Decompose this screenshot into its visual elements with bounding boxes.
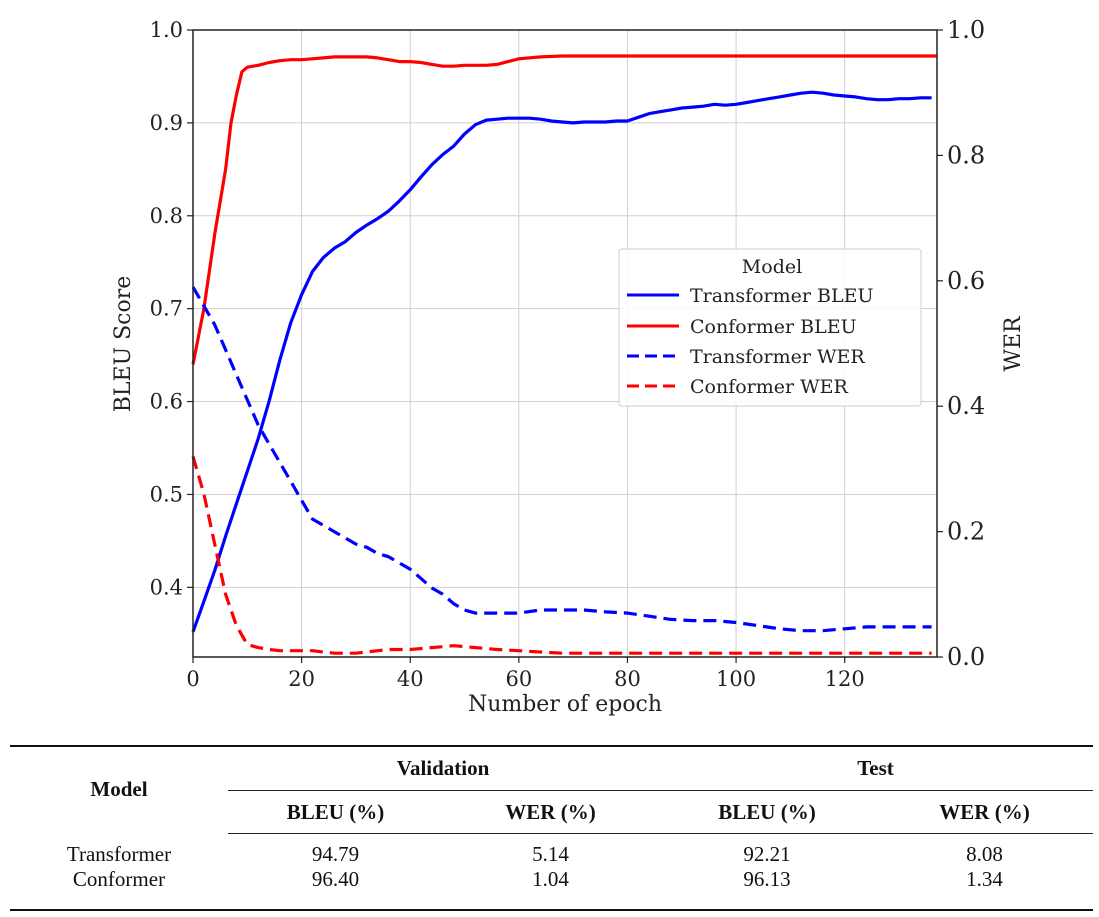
y-tick-label: 1.0 (150, 18, 183, 42)
y2-tick-label: 0.6 (947, 267, 985, 295)
table-subheader-row: BLEU (%) WER (%) BLEU (%) WER (%) (10, 790, 1093, 834)
legend-label-conformer-wer: Conformer WER (690, 376, 849, 398)
y-tick-label: 0.5 (150, 482, 183, 506)
series-conformer-wer (191, 455, 932, 655)
val-wer-header: WER (%) (443, 790, 658, 834)
legend-title: Model (742, 256, 802, 278)
x-axis-title: Number of epoch (468, 692, 662, 717)
row-test-wer: 1.34 (966, 867, 1003, 891)
series-transformer-wer (191, 286, 932, 633)
y-tick-label: 0.6 (150, 390, 183, 414)
table-row: Conformer 96.40 1.04 96.13 1.34 (10, 867, 1093, 898)
series-transformer-bleu (191, 90, 932, 633)
y2-tick-label: 0.2 (947, 518, 985, 546)
plot-frame (192, 29, 938, 658)
y-tick-label: 0.7 (150, 297, 183, 321)
row-val-wer: 5.14 (532, 842, 569, 866)
y-tick-label: 0.9 (150, 111, 183, 135)
y2-tick-label: 0.8 (947, 141, 985, 169)
x-tick-label: 100 (716, 667, 756, 691)
row-model: Conformer (72, 867, 166, 891)
y-axis-title: BLEU Score (111, 276, 136, 413)
legend: Model Transformer BLEU Conformer BLEU Tr… (618, 248, 922, 407)
y-tick-label: 0.4 (150, 575, 183, 599)
y2-tick-label: 1.0 (947, 16, 985, 44)
series-conformer-bleu (191, 54, 937, 365)
y2-tick-label: 0.0 (947, 643, 985, 671)
x-tick-label: 60 (505, 667, 532, 691)
row-test-bleu: 96.13 (743, 867, 791, 891)
series-lines (191, 54, 937, 655)
legend-label-conformer-bleu: Conformer BLEU (690, 316, 857, 338)
val-bleu-header: BLEU (%) (228, 790, 443, 834)
legend-label-transformer-wer: Transformer WER (690, 346, 865, 368)
table-top-rule (10, 745, 1093, 747)
validation-header: Validation (396, 755, 490, 780)
legend-label-transformer-bleu: Transformer BLEU (690, 285, 873, 307)
x-tick-label: 40 (397, 667, 424, 691)
test-bleu-header: BLEU (%) (658, 790, 876, 834)
bleu-wer-chart: 0 20 40 60 80 100 120 0.4 0.5 0.6 0.7 0.8 0.9 1.0 0.0 0… (111, 16, 1026, 717)
y2-tick-label: 0.4 (947, 392, 985, 420)
ticks: 0 20 40 60 80 100 120 0.4 0.5 0.6 0.7 0.8 0.9 1.0 0.0 0… (150, 16, 986, 691)
results-table: Model Validation Test BLEU (%) WER (%) B… (10, 746, 1093, 898)
table-header-row: Model Validation Test (10, 746, 1093, 802)
x-tick-label: 120 (825, 667, 865, 691)
legend-box (618, 248, 922, 407)
x-tick-label: 80 (614, 667, 641, 691)
model-header: Model (90, 777, 148, 802)
row-test-bleu: 92.21 (743, 842, 791, 866)
row-test-wer: 8.08 (966, 842, 1003, 866)
y-tick-label: 0.8 (150, 204, 183, 228)
row-val-bleu: 94.79 (311, 842, 360, 866)
table-row: Transformer 94.79 5.14 92.21 8.08 (10, 834, 1093, 868)
table-bottom-rule (10, 909, 1093, 911)
row-val-wer: 1.04 (532, 867, 569, 891)
test-header: Test (857, 755, 894, 780)
x-tick-label: 20 (288, 667, 315, 691)
x-tick-label: 0 (186, 667, 199, 691)
test-wer-header: WER (%) (876, 790, 1093, 834)
y2-axis-title: WER (1001, 315, 1026, 372)
row-model: Transformer (66, 842, 172, 866)
row-val-bleu: 96.40 (311, 867, 360, 891)
